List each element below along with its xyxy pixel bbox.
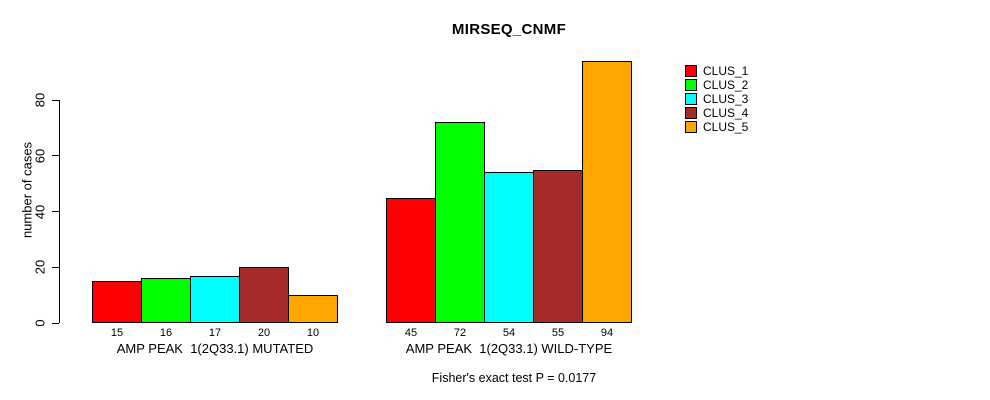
- legend-swatch-clus-5: [685, 121, 697, 133]
- bar-clus-4-mutated: [239, 267, 289, 323]
- legend-swatch-clus-1: [685, 65, 697, 77]
- bar-clus-3-mutated: [190, 275, 240, 323]
- bar-clus-3-wild-type: [484, 172, 534, 323]
- fisher-test-annotation: Fisher's exact test P = 0.0177: [431, 371, 597, 385]
- legend-swatch-clus-4: [685, 107, 697, 119]
- legend-label: CLUS_5: [703, 120, 749, 134]
- bar-value-label: 16: [159, 327, 173, 339]
- chart-title: MIRSEQ_CNMF: [451, 21, 567, 38]
- legend-item: CLUS_5: [685, 120, 748, 134]
- y-axis-tick-label: 40: [32, 204, 48, 219]
- y-axis-tick: [52, 322, 59, 324]
- bar-value-label: 10: [306, 327, 320, 339]
- bar-clus-4-wild-type: [533, 169, 583, 323]
- bar-value-label: 54: [502, 327, 516, 339]
- legend-item: CLUS_1: [685, 64, 748, 78]
- bar-clus-5-mutated: [288, 295, 338, 323]
- y-axis-tick: [52, 155, 59, 157]
- bar-value-label: 45: [404, 327, 418, 339]
- bar-value-label: 15: [110, 327, 124, 339]
- legend-label: CLUS_4: [703, 106, 749, 120]
- y-axis-tick-label: 60: [32, 148, 48, 163]
- bar-clus-5-wild-type: [582, 60, 632, 323]
- legend-label: CLUS_2: [703, 78, 749, 92]
- y-axis-tick-label: 0: [32, 319, 48, 327]
- bar-clus-2-mutated: [141, 278, 191, 323]
- bar-value-label: 94: [600, 327, 614, 339]
- bar-clus-2-wild-type: [435, 122, 485, 323]
- bar-clus-1-wild-type: [386, 197, 436, 323]
- legend: CLUS_1 CLUS_2 CLUS_3 CLUS_4 CLUS_5: [685, 64, 748, 134]
- x-category-label: AMP PEAK 1(2Q33.1) WILD-TYPE: [405, 341, 613, 356]
- legend-label: CLUS_3: [703, 92, 749, 106]
- x-category-label: AMP PEAK 1(2Q33.1) MUTATED: [116, 341, 314, 356]
- bar-value-label: 17: [208, 327, 222, 339]
- legend-item: CLUS_3: [685, 92, 748, 106]
- y-axis-tick-label: 20: [32, 260, 48, 275]
- y-axis-tick: [52, 99, 59, 101]
- legend-swatch-clus-3: [685, 93, 697, 105]
- legend-item: CLUS_4: [685, 106, 748, 120]
- bar-value-label: 72: [453, 327, 467, 339]
- bar-clus-1-mutated: [92, 281, 142, 323]
- legend-item: CLUS_2: [685, 78, 748, 92]
- y-axis-tick: [52, 211, 59, 212]
- y-axis-tick: [52, 266, 59, 268]
- bar-value-label: 55: [551, 327, 565, 339]
- y-axis-line: [59, 100, 60, 323]
- legend-swatch-clus-2: [685, 79, 697, 91]
- bar-value-label: 20: [257, 327, 271, 339]
- legend-label: CLUS_1: [703, 64, 749, 78]
- y-axis-tick-label: 80: [32, 92, 48, 108]
